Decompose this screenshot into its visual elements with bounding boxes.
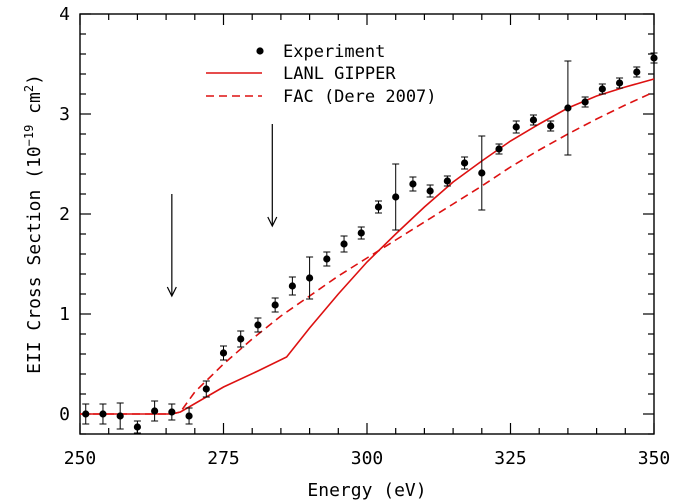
experiment-point (185, 412, 193, 420)
legend-experiment-label: Experiment (283, 42, 385, 62)
experiment-point (460, 159, 469, 167)
experiment-point (495, 145, 503, 153)
legend-fac-label: FAC (Dere 2007) (283, 87, 437, 107)
experiment-point (615, 79, 624, 87)
experiment-point (374, 203, 383, 211)
x-tick-label: 275 (207, 448, 240, 469)
x-axis-label: Energy (eV) (307, 480, 426, 501)
axis-ticks: 250 275 300 325 350 0 1 2 3 4 (59, 4, 670, 469)
legend: Experiment LANL GIPPER FAC (Dere 2007) (206, 42, 437, 107)
experiment-point (443, 177, 451, 185)
y-axis-label: EII Cross Section (10−19 cm2) (22, 74, 45, 374)
experiment-point (288, 282, 296, 290)
experiment-point (82, 410, 90, 418)
experiment-point (564, 104, 572, 112)
experiment-point (357, 229, 365, 237)
threshold-arrows (166, 124, 278, 298)
experiment-point (650, 54, 658, 62)
experiment-points (82, 52, 658, 434)
experiment-point (581, 98, 589, 106)
experiment-point (116, 412, 124, 420)
experiment-point (633, 68, 641, 76)
experiment-point (151, 407, 159, 415)
experiment-point (219, 349, 228, 357)
experiment-point (478, 169, 486, 177)
experiment-point (202, 385, 210, 393)
experiment-point (133, 423, 141, 431)
y-tick-label: 4 (59, 4, 70, 25)
experiment-point (392, 193, 400, 201)
experiment-point (598, 85, 606, 93)
legend-lanl-label: LANL GIPPER (283, 64, 396, 84)
experiment-point (512, 123, 520, 131)
experiment-point (323, 255, 331, 263)
y-tick-label: 1 (59, 304, 70, 325)
experiment-point (99, 410, 107, 418)
x-tick-label: 300 (351, 448, 384, 469)
experiment-point (306, 274, 314, 282)
experiment-point (426, 187, 434, 195)
experiment-point (168, 408, 176, 416)
legend-experiment-marker (256, 47, 264, 55)
experiment-point (529, 116, 538, 124)
y-tick-label: 2 (59, 204, 70, 225)
experiment-point (409, 180, 417, 188)
experiment-point (340, 240, 348, 248)
fac-dere-curve (80, 91, 655, 415)
x-tick-label: 325 (494, 448, 527, 469)
x-tick-label: 350 (638, 448, 671, 469)
experiment-point (254, 321, 262, 329)
x-tick-label: 250 (64, 448, 97, 469)
arrow-head (166, 286, 177, 298)
y-tick-label: 0 (59, 404, 70, 425)
experiment-point (237, 335, 245, 343)
y-tick-label: 3 (59, 104, 70, 125)
experiment-point (271, 301, 279, 309)
arrow-head (267, 216, 278, 228)
experiment-point (547, 122, 555, 130)
